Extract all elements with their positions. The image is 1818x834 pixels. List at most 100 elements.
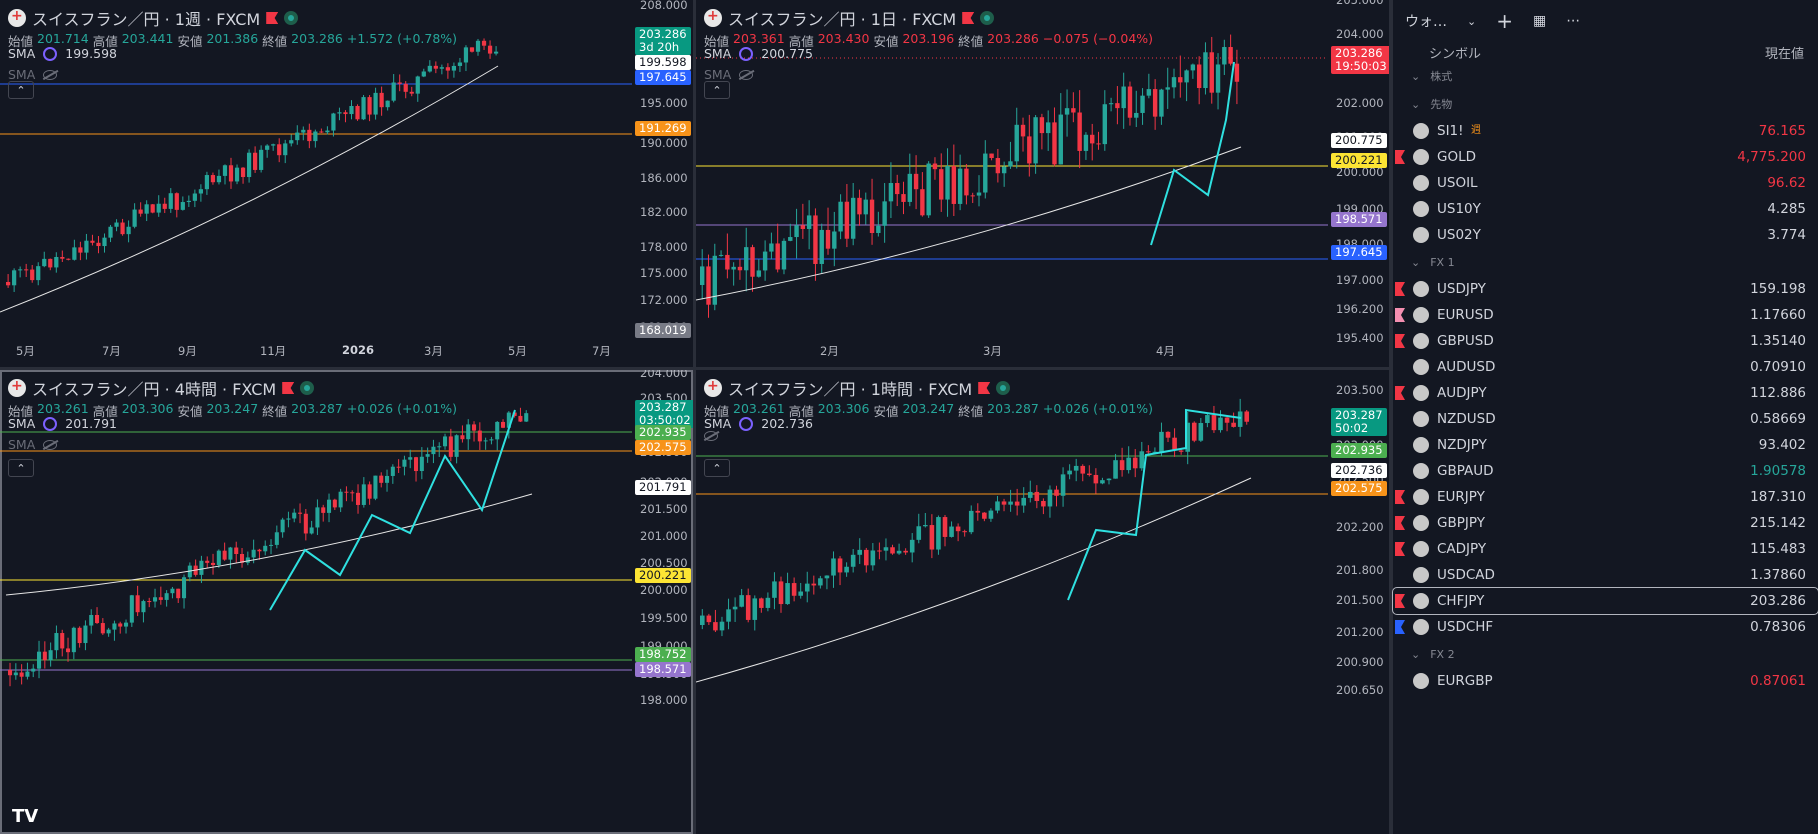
chevron-down-icon[interactable]: ⌄ (1411, 255, 1421, 269)
watchlist-row-cadjpy[interactable]: CADJPY 115.483 (1393, 536, 1818, 562)
price-plot[interactable] (0, 0, 632, 367)
watchlist-row-usdchf[interactable]: USDCHF 0.78306 (1393, 614, 1818, 640)
watchlist-row-gold[interactable]: GOLD 4,775.200 (1393, 144, 1818, 170)
reload-icon[interactable] (43, 416, 58, 431)
column-price[interactable]: 現在値 (1764, 46, 1804, 62)
chevron-down-icon[interactable]: ⌄ (1411, 97, 1421, 111)
sma-indicator-row[interactable]: SMA 202.736 (704, 416, 813, 431)
chart-pane-1h[interactable]: スイスフラン／円 · 1時間 · FXCM 始値203.261高値203.306安… (696, 370, 1389, 834)
watchlist-row-eurusd[interactable]: EURUSD 1.17660 (1393, 302, 1818, 328)
watchlist-row-si1[interactable]: SI1! 週 76.165 (1393, 118, 1818, 144)
watchlist-row-usoil[interactable]: USOIL 96.62 (1393, 170, 1818, 196)
watchlist-row-us02y[interactable]: US02Y 3.774 (1393, 222, 1818, 248)
chevron-down-icon[interactable]: ⌄ (1411, 647, 1421, 661)
watchlist-row-audusd[interactable]: AUDUSD 0.70910 (1393, 354, 1818, 380)
add-symbol-icon[interactable]: + (1496, 9, 1513, 33)
hidden-eye-icon[interactable] (739, 69, 754, 80)
watchlist-title[interactable]: ウォ… (1405, 14, 1447, 30)
watchlist-section-header[interactable]: ⌄ 先物 (1393, 90, 1818, 118)
reload-icon[interactable] (739, 46, 754, 61)
watchlist-row-nzdjpy[interactable]: NZDJPY 93.402 (1393, 432, 1818, 458)
row-flag-icon[interactable] (1395, 334, 1405, 348)
hidden-eye-icon[interactable] (704, 431, 718, 441)
sma-indicator-row-hidden[interactable]: SMA (8, 67, 58, 82)
watchlist-row-gbpaud[interactable]: GBPAUD 1.90578 (1393, 458, 1818, 484)
reload-icon[interactable] (43, 46, 58, 61)
candle-body (1041, 501, 1046, 507)
watchlist-row-gbpjpy[interactable]: GBPJPY 215.142 (1393, 510, 1818, 536)
chart-pane-daily[interactable]: スイスフラン／円 · 1日 · FXCM 始値203.361高値203.430安値… (696, 0, 1389, 367)
grid-layout-icon[interactable]: ▦ (1532, 13, 1547, 29)
row-flag-icon[interactable] (1395, 386, 1405, 400)
row-flag-icon[interactable] (1395, 516, 1405, 530)
red-flag-icon[interactable] (962, 12, 975, 24)
sma-indicator-row-hidden[interactable]: SMA (8, 437, 58, 452)
chart-title[interactable]: スイスフラン／円 · 1時間 · FXCM (728, 380, 973, 399)
sma-indicator-row-hidden[interactable]: SMA (704, 67, 754, 82)
watchlist-row-gbpusd[interactable]: GBPUSD 1.35140 (1393, 328, 1818, 354)
row-flag-icon[interactable] (1395, 150, 1405, 164)
collapse-legend-button[interactable]: ⌃ (8, 459, 34, 477)
red-flag-icon[interactable] (266, 12, 279, 24)
chart-title[interactable]: スイスフラン／円 · 1日 · FXCM (728, 10, 957, 29)
price-plot[interactable] (696, 370, 1328, 834)
hidden-eye-icon[interactable] (43, 439, 58, 450)
chart-title[interactable]: スイスフラン／円 · 1週 · FXCM (32, 10, 261, 29)
chart-title[interactable]: スイスフラン／円 · 4時間 · FXCM (32, 380, 277, 399)
red-flag-icon[interactable] (282, 382, 295, 394)
watchlist-row-chfjpy[interactable]: CHFJPY 203.286 (1392, 587, 1818, 615)
row-flag-icon[interactable] (1395, 620, 1405, 634)
pane-divider-horizontal[interactable] (0, 367, 1389, 370)
watchlist-row-us10y[interactable]: US10Y 4.285 (1393, 196, 1818, 222)
watchlist-row-nzdusd[interactable]: NZDUSD 0.58669 (1393, 406, 1818, 432)
pane-divider-vertical[interactable] (693, 0, 696, 834)
red-flag-icon[interactable] (978, 382, 991, 394)
row-flag-icon[interactable] (1395, 308, 1405, 322)
watchlist-row-usdjpy[interactable]: USDJPY 159.198 (1393, 276, 1818, 302)
time-axis[interactable]: 5月 7月 9月 11月 2026 3月 5月 7月 (0, 343, 632, 359)
sma-indicator-row-hidden[interactable] (704, 431, 718, 441)
chart-header[interactable]: スイスフラン／円 · 1週 · FXCM (8, 6, 299, 30)
watchlist-row-usdcad[interactable]: USDCAD 1.37860 (1393, 562, 1818, 588)
price-plot[interactable] (696, 0, 1328, 367)
watchlist-section-header[interactable]: ⌄ FX 2 (1393, 640, 1818, 668)
watchlist-section-header[interactable]: ⌄ FX 1 (1393, 248, 1818, 276)
candle-body (403, 83, 408, 92)
watchlist-row-eurjpy[interactable]: EURJPY 187.310 (1393, 484, 1818, 510)
row-flag-icon[interactable] (1395, 594, 1405, 608)
candle-body (408, 457, 413, 460)
chart-pane-4h[interactable]: スイスフラン／円 · 4時間 · FXCM 始値203.261高値203.306安… (0, 370, 693, 834)
sma-value: 200.775 (761, 46, 813, 61)
watchlist-row-eurgbp[interactable]: EURGBP 0.87061 (1393, 668, 1818, 694)
chart-header[interactable]: スイスフラン／円 · 1時間 · FXCM (704, 376, 1011, 400)
column-symbol[interactable]: シンボル (1429, 46, 1482, 62)
collapse-legend-button[interactable]: ⌃ (704, 81, 730, 99)
chart-header[interactable]: スイスフラン／円 · 4時間 · FXCM (8, 376, 315, 400)
price-axis[interactable]: 203.500203.000202.500202.200201.800201.5… (1336, 370, 1389, 834)
chart-header[interactable]: スイスフラン／円 · 1日 · FXCM (704, 6, 995, 30)
price-plot[interactable] (0, 370, 632, 834)
price-tag-value: 197.645 (639, 70, 687, 84)
row-flag-icon[interactable] (1395, 542, 1405, 556)
chevron-down-icon[interactable]: ⌄ (1411, 69, 1421, 83)
chevron-down-icon[interactable]: ⌄ (1467, 14, 1477, 28)
sma-indicator-row[interactable]: SMA 199.598 (8, 46, 117, 61)
watchlist-row-audjpy[interactable]: AUDJPY 112.886 (1393, 380, 1818, 406)
symbol-icon (1413, 515, 1429, 531)
collapse-legend-button[interactable]: ⌃ (8, 81, 34, 99)
watchlist-section-header[interactable]: ⌄ 株式 (1393, 62, 1818, 90)
tradingview-logo[interactable]: TV (12, 806, 39, 827)
chart-pane-weekly[interactable]: スイスフラン／円 · 1週 · FXCM 始値201.714高値203.441安値… (0, 0, 693, 367)
sma-indicator-row[interactable]: SMA 201.791 (8, 416, 117, 431)
time-axis[interactable]: 2月 3月 4月 (696, 343, 1328, 359)
hidden-eye-icon[interactable] (43, 69, 58, 80)
candle-body (1184, 70, 1189, 83)
reload-icon[interactable] (739, 416, 754, 431)
candle-body (25, 671, 30, 677)
collapse-legend-button[interactable]: ⌃ (704, 459, 730, 477)
sma-indicator-row[interactable]: SMA 200.775 (704, 46, 813, 61)
row-flag-icon[interactable] (1395, 282, 1405, 296)
more-options-icon[interactable]: ⋯ (1566, 13, 1581, 29)
candle-body (896, 550, 902, 554)
row-flag-icon[interactable] (1395, 490, 1405, 504)
